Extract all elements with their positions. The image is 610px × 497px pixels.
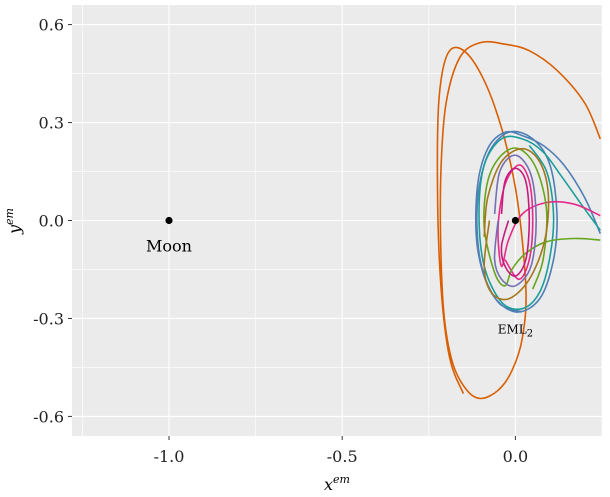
- x-axis-label: xem: [324, 473, 350, 494]
- series-group: [436, 40, 602, 400]
- x-tick-label: 0.0: [503, 447, 528, 466]
- grid: [72, 5, 603, 436]
- y-tick-label: 0.3: [39, 114, 64, 133]
- eml2-label: EML2: [498, 322, 533, 339]
- x-axis: -1.0 -0.5 0.0: [154, 436, 528, 466]
- y-tick-label: 0.6: [39, 16, 64, 35]
- series-line-6: [483, 147, 550, 301]
- y-tick-label: 0.0: [39, 212, 64, 231]
- moon-point: [165, 216, 173, 225]
- y-axis: -0.6 -0.3 0.0 0.3 0.6: [33, 16, 72, 426]
- points-group: Moon EML2: [146, 216, 533, 339]
- y-axis-label: yem: [3, 208, 24, 235]
- y-tick-label: -0.3: [33, 309, 64, 328]
- x-tick-label: -0.5: [327, 447, 358, 466]
- moon-label: Moon: [146, 237, 192, 256]
- series-line-8: [500, 167, 531, 277]
- eml2-point: [511, 216, 519, 225]
- series-line-3: [478, 135, 601, 311]
- series-line-1: [436, 40, 602, 400]
- x-tick-label: -1.0: [154, 447, 185, 466]
- series-line-7: [493, 154, 538, 288]
- series-line-4: [497, 164, 601, 281]
- y-tick-label: -0.6: [33, 407, 64, 426]
